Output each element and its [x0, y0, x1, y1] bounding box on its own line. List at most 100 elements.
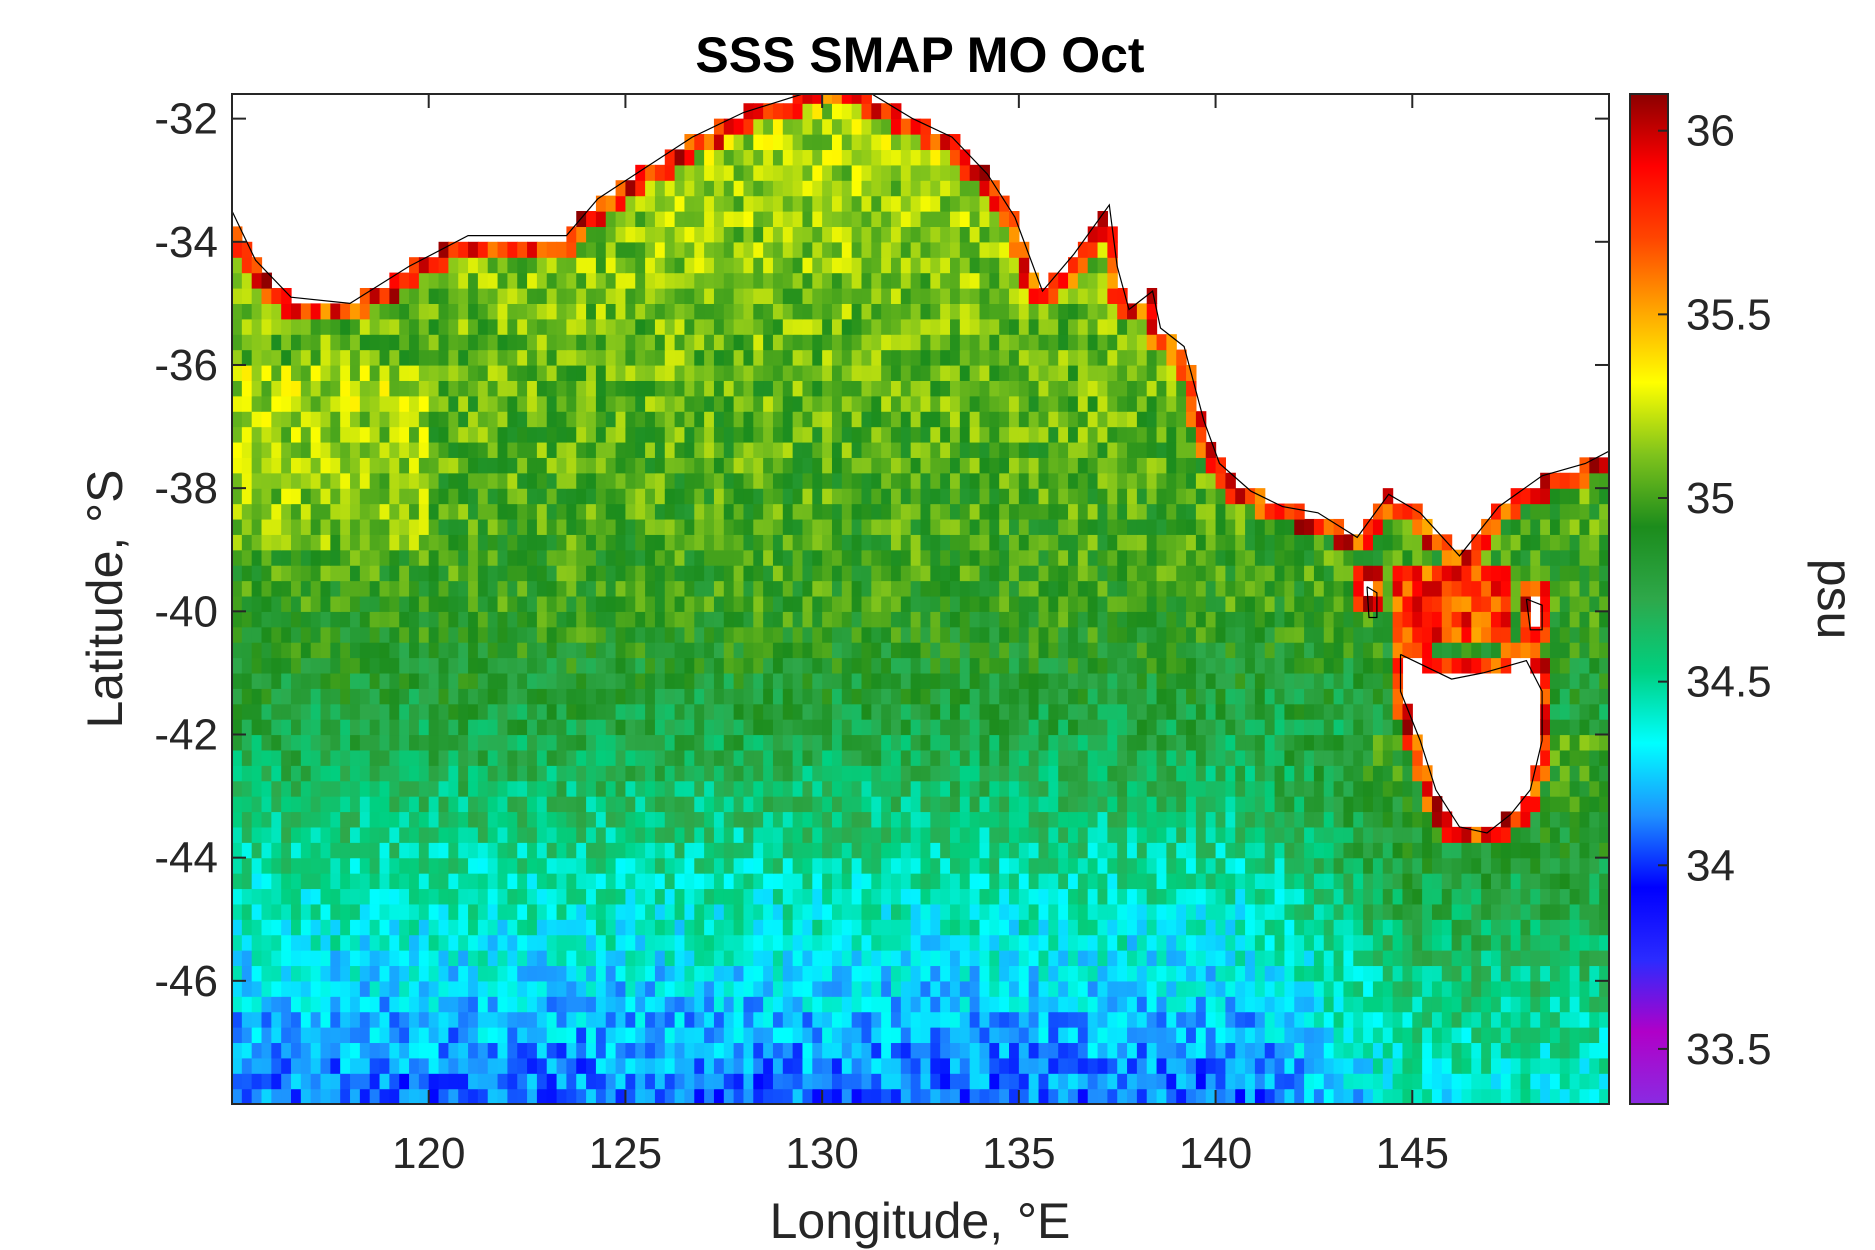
- salinity-cell: [851, 873, 863, 890]
- salinity-cell: [536, 873, 548, 890]
- salinity-cell: [1471, 888, 1482, 905]
- salinity-cell: [969, 719, 981, 736]
- salinity-cell: [517, 996, 528, 1013]
- salinity-cell: [1107, 765, 1118, 782]
- salinity-cell: [1009, 903, 1020, 920]
- salinity-cell: [310, 611, 322, 628]
- salinity-cell: [1166, 780, 1177, 797]
- salinity-cell: [566, 1011, 577, 1028]
- salinity-cell: [989, 1088, 1000, 1104]
- salinity-cell: [979, 1011, 990, 1028]
- salinity-cell: [1422, 826, 1433, 843]
- salinity-cell: [1323, 780, 1335, 797]
- salinity-cell: [1127, 919, 1138, 936]
- salinity-cell: [458, 549, 469, 566]
- salinity-cell: [1107, 980, 1118, 997]
- salinity-cell: [468, 996, 479, 1013]
- salinity-cell: [822, 1088, 833, 1104]
- salinity-cell: [546, 1088, 558, 1104]
- salinity-cell: [359, 857, 371, 874]
- salinity-cell: [684, 888, 695, 905]
- salinity-cell: [300, 534, 312, 551]
- salinity-cell: [1490, 1057, 1502, 1074]
- salinity-cell: [291, 549, 302, 566]
- salinity-cell: [320, 996, 331, 1013]
- salinity-cell: [1353, 903, 1364, 920]
- salinity-cell: [389, 595, 400, 612]
- salinity-cell: [1540, 1027, 1551, 1044]
- salinity-cell: [1569, 934, 1581, 951]
- salinity-cell: [694, 873, 705, 890]
- salinity-cell: [1412, 811, 1423, 828]
- salinity-cell: [527, 734, 538, 751]
- salinity-cell: [576, 626, 587, 643]
- salinity-cell: [1294, 919, 1305, 936]
- salinity-cell: [487, 873, 499, 890]
- salinity-cell: [930, 888, 941, 905]
- salinity-cell: [497, 765, 508, 782]
- salinity-cell: [684, 580, 695, 597]
- salinity-cell: [1058, 734, 1069, 751]
- salinity-cell: [241, 1011, 253, 1028]
- salinity-cell: [654, 734, 666, 751]
- salinity-cell: [1264, 642, 1276, 659]
- salinity-cell: [507, 1057, 518, 1074]
- salinity-cell: [1481, 826, 1492, 843]
- salinity-cell: [1038, 719, 1049, 736]
- salinity-cell: [310, 1073, 322, 1090]
- salinity-cell: [763, 1057, 774, 1074]
- salinity-cell: [1186, 580, 1197, 597]
- salinity-cell: [477, 780, 489, 797]
- salinity-cell: [684, 734, 695, 751]
- salinity-cell: [694, 549, 705, 566]
- salinity-cell: [1284, 1088, 1295, 1104]
- salinity-cell: [625, 688, 636, 705]
- salinity-cell: [1166, 549, 1177, 566]
- salinity-cell: [1235, 549, 1246, 566]
- salinity-cell: [1058, 842, 1069, 859]
- salinity-cell: [822, 811, 833, 828]
- salinity-cell: [1382, 1011, 1394, 1028]
- salinity-cell: [959, 919, 971, 936]
- salinity-cell: [999, 842, 1010, 859]
- salinity-cell: [1304, 1073, 1315, 1090]
- salinity-cell: [635, 842, 646, 859]
- salinity-cell: [1490, 642, 1502, 659]
- salinity-cell: [684, 950, 695, 967]
- salinity-cell: [320, 657, 331, 674]
- salinity-cell: [1353, 1057, 1364, 1074]
- salinity-cell: [369, 965, 381, 982]
- salinity-cell: [536, 734, 548, 751]
- salinity-cell: [1402, 919, 1413, 936]
- salinity-cell: [1107, 626, 1118, 643]
- salinity-cell: [566, 1057, 577, 1074]
- salinity-cell: [1264, 672, 1276, 689]
- salinity-cell: [517, 580, 528, 597]
- salinity-cell: [713, 580, 725, 597]
- salinity-cell: [1264, 1088, 1276, 1104]
- salinity-cell: [1127, 1027, 1138, 1044]
- salinity-cell: [753, 565, 764, 582]
- salinity-cell: [350, 611, 361, 628]
- salinity-cell: [861, 965, 872, 982]
- salinity-cell: [1579, 765, 1590, 782]
- salinity-cell: [566, 980, 577, 997]
- salinity-cell: [350, 811, 361, 828]
- salinity-cell: [1490, 980, 1502, 997]
- salinity-cell: [1077, 950, 1089, 967]
- salinity-cell: [831, 703, 843, 720]
- salinity-cell: [812, 672, 823, 689]
- salinity-cell: [241, 1027, 253, 1044]
- salinity-cell: [822, 857, 833, 874]
- salinity-cell: [389, 549, 400, 566]
- salinity-cell: [713, 672, 725, 689]
- salinity-cell: [1441, 1042, 1453, 1059]
- salinity-cell: [989, 688, 1000, 705]
- salinity-cell: [861, 765, 872, 782]
- salinity-cell: [1176, 980, 1187, 997]
- salinity-cell: [281, 996, 292, 1013]
- salinity-cell: [1195, 965, 1207, 982]
- salinity-cell: [1274, 719, 1286, 736]
- salinity-cell: [1077, 657, 1089, 674]
- salinity-cell: [399, 950, 410, 967]
